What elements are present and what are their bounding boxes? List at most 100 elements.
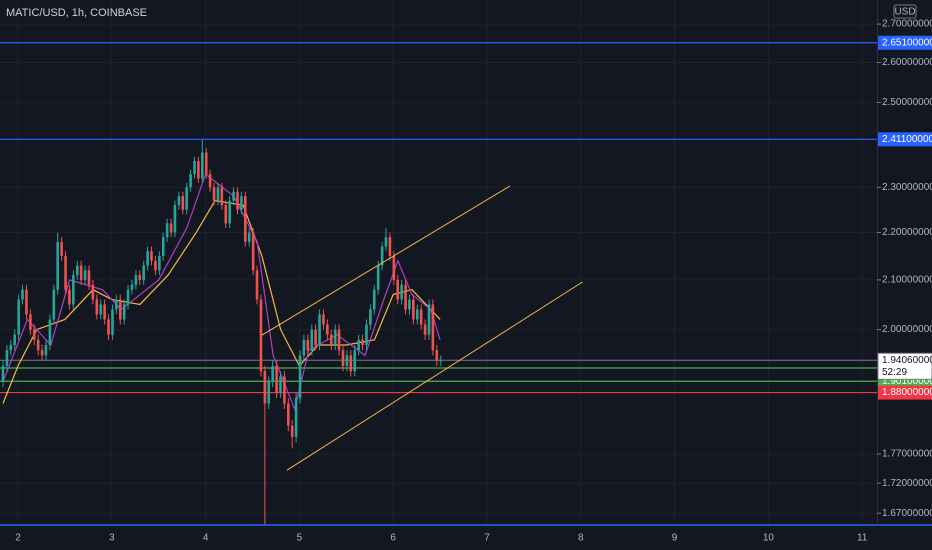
candle-body — [326, 324, 329, 335]
level-label: 1.88000000 — [882, 387, 932, 398]
candle-body — [138, 275, 142, 280]
candle-body — [259, 299, 263, 372]
candle-body — [103, 304, 106, 320]
candle-body — [212, 187, 216, 201]
candle-body — [275, 365, 278, 393]
level-label: 2.41100000 — [882, 134, 932, 145]
candle-body — [236, 191, 239, 210]
x-tick-label: 5 — [297, 533, 303, 544]
candle-body — [369, 309, 372, 325]
x-tick-label: 7 — [484, 533, 490, 544]
candle-body — [161, 237, 165, 256]
candle-body — [52, 289, 56, 320]
candle-body — [431, 304, 435, 351]
candle-body — [243, 196, 247, 242]
candle-body — [279, 376, 282, 393]
currency-badge — [893, 4, 917, 19]
candle-body — [165, 223, 169, 238]
x-tick-label: 8 — [578, 533, 584, 544]
y-tick-label: 1.72000000 — [882, 478, 932, 489]
candle-body — [115, 299, 118, 310]
candle-body — [134, 275, 138, 285]
candle-body — [384, 237, 388, 247]
candle-body — [396, 279, 399, 300]
candle-body — [392, 255, 396, 280]
candle-body — [36, 339, 40, 351]
candle-body — [60, 241, 63, 256]
level-label-box — [878, 132, 932, 147]
candle-body — [158, 255, 161, 271]
candle-body — [302, 339, 306, 356]
candle-body — [13, 334, 17, 345]
candle-body — [345, 355, 349, 366]
candle-body — [228, 200, 232, 224]
grid — [0, 0, 877, 525]
candle-body — [79, 265, 83, 280]
candle-body — [310, 329, 314, 351]
candle-body — [95, 299, 99, 315]
candle-body — [56, 241, 59, 290]
candle-body — [122, 304, 126, 320]
candle-body — [146, 251, 149, 266]
y-tick-label: 2.30000000 — [882, 182, 932, 193]
candle-body — [263, 371, 267, 404]
candle-body — [404, 284, 407, 310]
candle-body — [91, 284, 95, 300]
candle-body — [357, 339, 360, 351]
candle-body — [349, 355, 353, 372]
y-tick-label: 1.77000000 — [882, 449, 932, 460]
y-tick-label: 2.20000000 — [882, 227, 932, 238]
candle-body — [181, 196, 185, 210]
candle-body — [372, 289, 376, 310]
candle-body — [376, 265, 380, 290]
candle-body — [439, 360, 443, 362]
candle-body — [204, 152, 208, 175]
level-label-box — [878, 385, 932, 400]
candle-body — [240, 196, 243, 210]
x-tick-label: 3 — [109, 533, 115, 544]
candle-body — [150, 251, 153, 261]
candle-body — [287, 403, 290, 426]
candle-body — [201, 152, 204, 179]
last-price-box — [877, 352, 932, 380]
candle-body — [416, 309, 419, 320]
x-tick-label: 6 — [390, 533, 396, 544]
countdown: 52:29 — [882, 367, 907, 378]
candle-body — [32, 329, 36, 340]
candle-body — [423, 324, 427, 335]
x-tick-label: 11 — [857, 533, 868, 544]
candle-body — [130, 284, 134, 290]
candle-body — [169, 223, 173, 233]
trend-line — [261, 185, 511, 336]
candle-body — [154, 260, 157, 271]
candle-body — [408, 299, 411, 310]
candle-body — [142, 265, 145, 280]
y-tick-label: 2.10000000 — [882, 275, 932, 286]
y-tick-label: 2.70000000 — [882, 19, 932, 30]
chart-title: MATIC/USD, 1h, COINBASE — [6, 7, 147, 19]
price-axis: 2 3 4 5 6 7 8 9 10 11 2.70000000 2.60000000 2.500000… — [15, 19, 932, 544]
candle-body — [118, 299, 122, 320]
candle-body — [177, 196, 181, 206]
candle-body — [314, 329, 317, 345]
candle-body — [173, 205, 177, 233]
candle-body — [48, 319, 52, 345]
candle-body — [107, 319, 110, 335]
candle-body — [318, 314, 321, 345]
candle-body — [283, 376, 286, 404]
candle-body — [298, 355, 302, 399]
candle-body — [9, 344, 13, 351]
x-tick-label: 9 — [672, 533, 678, 544]
candle-body — [5, 350, 9, 366]
candle-body — [388, 237, 392, 256]
candle-body — [224, 205, 228, 224]
y-tick-label: 2.60000000 — [882, 57, 932, 68]
candle-body — [247, 232, 251, 242]
candle-body — [306, 339, 310, 351]
x-tick-label: 10 — [763, 533, 775, 544]
y-tick-label: 2.00000000 — [882, 324, 932, 335]
candle-body — [126, 289, 130, 305]
candle-body — [216, 187, 220, 201]
candle-body — [329, 334, 333, 345]
